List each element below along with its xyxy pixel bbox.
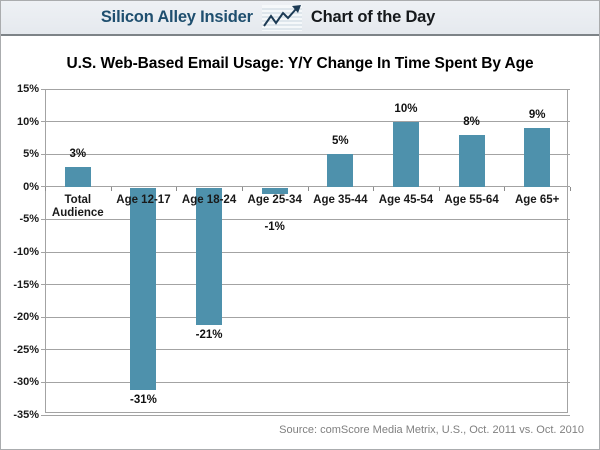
bar-value-label: 10% xyxy=(394,102,418,115)
bar-age-55-64 xyxy=(458,134,485,187)
bar-age-35-44 xyxy=(327,154,354,187)
y-axis-tick xyxy=(41,316,45,318)
gridline xyxy=(45,218,570,220)
bar-age-12-17 xyxy=(130,187,157,390)
y-axis-tick-label: 15% xyxy=(16,83,39,95)
x-axis-category-label: Age 12-17 xyxy=(116,193,171,206)
x-axis-category-label: Age 65+ xyxy=(514,193,560,206)
header-content: Silicon Alley Insider Chart of the Day xyxy=(100,4,436,31)
bar-total-audience xyxy=(64,167,91,187)
category-axis-tick xyxy=(110,186,112,191)
category-axis-tick xyxy=(45,186,46,191)
category-axis-tick xyxy=(241,186,243,191)
gridline xyxy=(45,316,570,318)
bar-age-65- xyxy=(524,128,551,187)
y-axis-tick xyxy=(41,381,45,383)
y-axis-tick xyxy=(41,284,45,286)
x-axis-category-label: Age 55-64 xyxy=(444,193,499,206)
gridline xyxy=(45,284,570,286)
category-axis-tick xyxy=(176,186,178,191)
category-axis-tick xyxy=(438,186,440,191)
y-axis-tick-label: -20% xyxy=(13,311,39,324)
category-axis-tick xyxy=(307,186,309,191)
y-axis-tick-label: 0% xyxy=(23,180,39,193)
gridline xyxy=(45,414,570,416)
y-axis-tick-label: 10% xyxy=(16,115,39,128)
chart-title: U.S. Web-Based Email Usage: Y/Y Change I… xyxy=(66,55,534,72)
y-axis-tick-label: 5% xyxy=(23,148,39,161)
x-axis-category-label: Age 25-34 xyxy=(247,193,302,206)
bar-value-label: 8% xyxy=(463,115,480,128)
y-axis-tick xyxy=(41,153,45,155)
bar-age-25-34 xyxy=(261,187,288,195)
y-axis-tick xyxy=(41,251,45,253)
gridline xyxy=(45,381,570,383)
bar-value-label: -31% xyxy=(130,393,157,406)
y-axis-tick xyxy=(41,88,45,90)
y-axis-tick-label: -5% xyxy=(19,213,39,226)
y-axis-tick-label: -25% xyxy=(13,343,39,356)
y-axis-tick-label: -10% xyxy=(13,246,39,258)
y-axis-tick xyxy=(41,186,45,188)
source-note: Source: comScore Media Metrix, U.S., Oct… xyxy=(279,424,584,436)
gridline xyxy=(45,251,570,253)
x-axis-category-label: Total Audience xyxy=(51,193,104,219)
bar-value-label: 9% xyxy=(528,109,546,122)
gridline xyxy=(45,153,570,155)
y-axis-tick xyxy=(41,121,45,123)
category-axis-tick xyxy=(373,186,375,191)
bar-value-label: -21% xyxy=(195,328,223,341)
y-axis-tick xyxy=(41,349,45,351)
gridline xyxy=(45,88,570,90)
brand-title: Silicon Alley Insider xyxy=(100,8,253,26)
bar-value-label: 3% xyxy=(69,148,87,161)
header-bar: Silicon Alley Insider Chart of the Day xyxy=(1,1,599,36)
y-axis-tick-label: -15% xyxy=(13,278,39,291)
gridline xyxy=(45,349,570,351)
bar-value-label: -1% xyxy=(264,220,285,233)
category-axis-tick xyxy=(570,186,571,191)
x-axis-category-label: Age 18-24 xyxy=(181,193,237,206)
bar-age-18-24 xyxy=(196,187,223,325)
header-tagline: Chart of the Day xyxy=(310,8,436,26)
y-axis-tick-label: -35% xyxy=(13,409,39,421)
x-axis-category-label: Age 45-54 xyxy=(378,193,434,206)
bar-value-label: 5% xyxy=(332,135,349,148)
y-axis-tick-label: -30% xyxy=(13,376,39,389)
y-axis-tick xyxy=(41,414,45,416)
bar-age-45-54 xyxy=(392,121,419,187)
y-axis-tick xyxy=(41,218,45,220)
category-axis-tick xyxy=(504,186,506,191)
line-chart-with-arrow-icon xyxy=(261,4,302,31)
x-axis-category-label: Age 35-44 xyxy=(313,193,368,206)
gridline xyxy=(45,121,570,123)
